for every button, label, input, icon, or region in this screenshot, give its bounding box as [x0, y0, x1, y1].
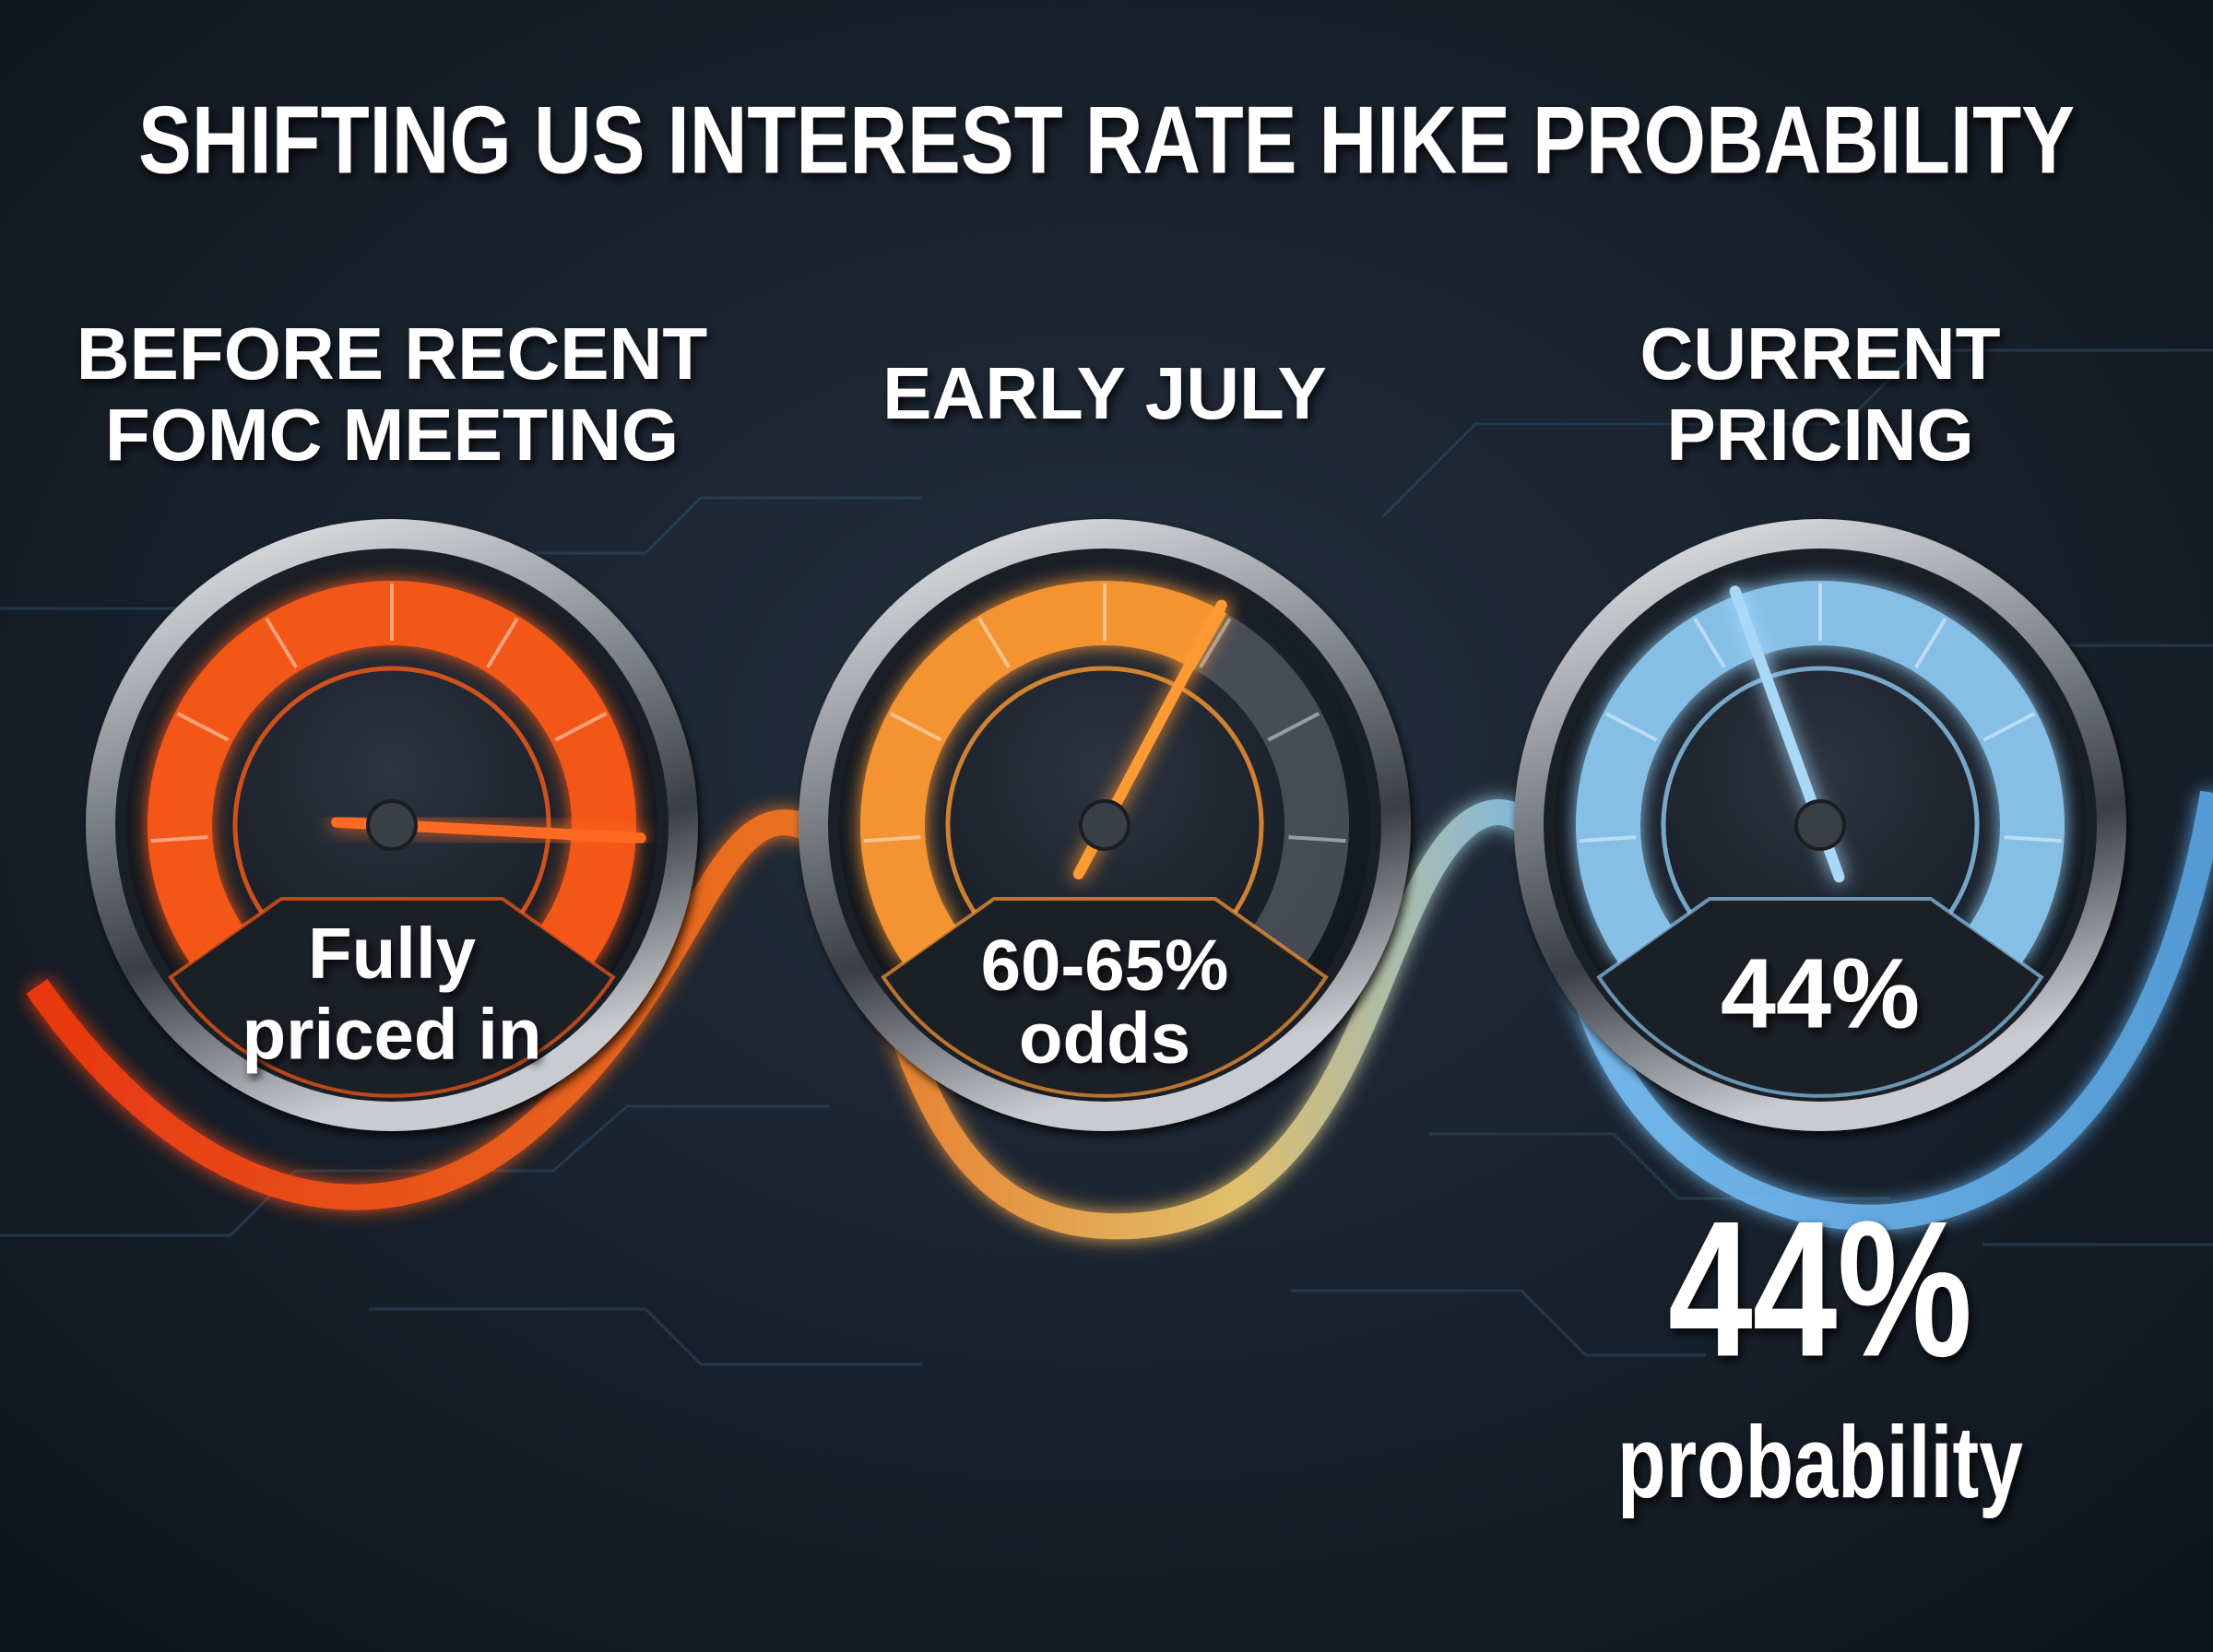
- gauge-hub: [1079, 799, 1130, 851]
- gauge-tick: [1579, 835, 1637, 844]
- gauge-band: [1576, 581, 2065, 965]
- gauge: [799, 519, 1411, 1131]
- gauge-tick: [1693, 617, 1726, 669]
- gauge-hub: [366, 799, 418, 851]
- gauge-heading: BEFORE RECENT: [77, 313, 708, 395]
- gauge-hub: [1794, 799, 1846, 851]
- gauge-tick: [1267, 712, 1320, 742]
- gauge-heading: EARLY JULY: [882, 352, 1327, 434]
- gauge-tick: [1288, 835, 1346, 844]
- gauge-tick: [265, 617, 298, 669]
- gauge-band: [148, 581, 636, 965]
- gauge-tick: [977, 617, 1011, 669]
- gauge-tick: [1199, 617, 1232, 669]
- gauge-tick: [176, 712, 230, 742]
- gauge-reading: odds: [1019, 997, 1190, 1079]
- gauge-band-rest: [1194, 613, 1349, 965]
- gauge-panel: [168, 897, 616, 1098]
- gauge-inner-arc: [232, 666, 551, 916]
- gauge-tick: [1914, 617, 1947, 669]
- gauge-reading: 60-65%: [981, 925, 1229, 1006]
- gauge-tick: [889, 712, 942, 742]
- gauge-inner-arc: [1661, 666, 1980, 916]
- gauge-band: [860, 581, 1227, 965]
- gauge-tick: [2004, 835, 2062, 844]
- gauge-reading: 44%: [1721, 938, 1920, 1049]
- gauge-heading: FOMC MEETING: [105, 394, 679, 476]
- glow-wave: [26, 790, 2213, 1240]
- gauge-tick: [150, 835, 208, 844]
- gauge-tick: [554, 712, 608, 742]
- gauge-panel: [1596, 897, 2044, 1098]
- callout-caption: probability: [1617, 1406, 2023, 1519]
- gauge-reading: Fully: [308, 913, 476, 994]
- gauge-heading: CURRENT: [1639, 313, 2000, 395]
- gauge-panel: [881, 897, 1329, 1098]
- gauge-tick: [863, 835, 921, 844]
- callout-value: 44%: [1668, 1180, 1972, 1397]
- gauge: [86, 519, 698, 1131]
- gauge-tick: [1604, 712, 1658, 742]
- gauge-reading: priced in: [242, 994, 541, 1075]
- gauge: [1514, 519, 2126, 1131]
- gauge-tick: [1982, 712, 2036, 742]
- gauge-heading: PRICING: [1666, 394, 1973, 476]
- gauge-inner-arc: [945, 666, 1264, 916]
- gauge-tick: [486, 617, 519, 669]
- title: SHIFTING US INTEREST RATE HIKE PROBABILI…: [138, 87, 2075, 194]
